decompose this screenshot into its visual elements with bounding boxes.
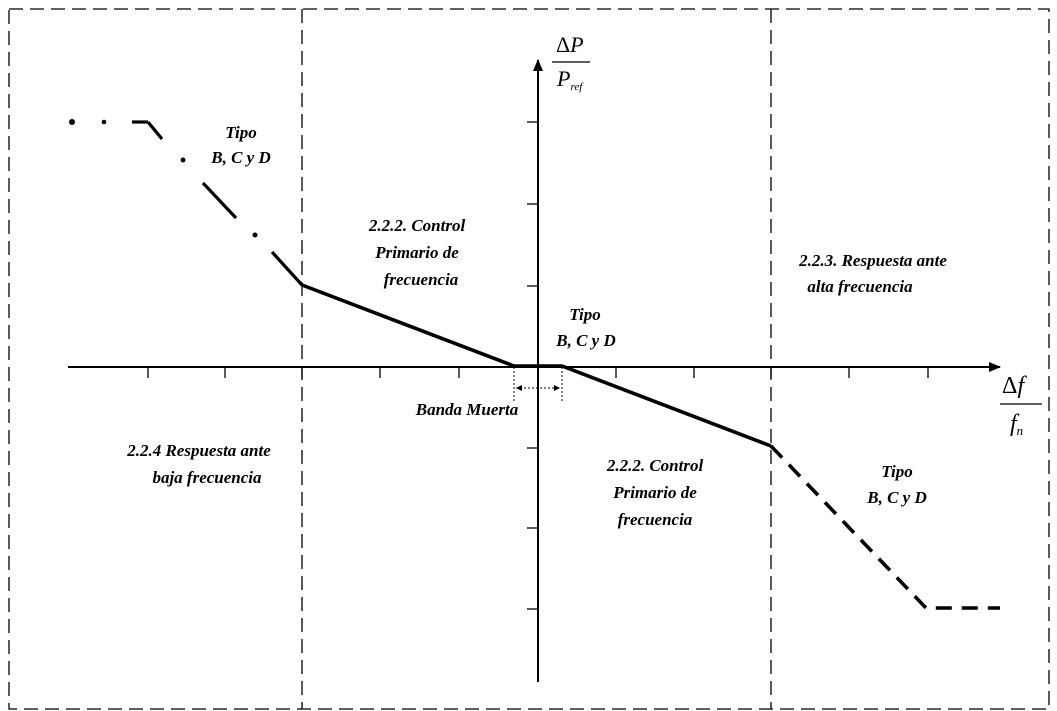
label-line: alta frecuencia: [807, 277, 913, 296]
label-line: Tipo: [881, 462, 912, 481]
y-numerator-delta: Δ: [556, 32, 570, 57]
label-line: B, C y D: [555, 331, 616, 350]
label-left-top-tipo: Tipo B, C y D: [210, 123, 271, 167]
y-numerator-var: P: [569, 32, 583, 57]
svg-text:Δf: Δf: [1002, 373, 1027, 399]
curve-dot: [252, 232, 258, 238]
response-curve-primary-control: [301, 283, 772, 448]
label-center-tipo: Tipo B, C y D: [555, 305, 616, 350]
curve-dash: [201, 181, 238, 220]
y-axis-label: ΔP Pref: [552, 32, 590, 93]
label-line: 2.2.2. Control: [606, 456, 704, 475]
y-denominator-sub: ref: [570, 81, 584, 93]
y-axis-ticks: [527, 121, 538, 610]
label-line: B, C y D: [866, 488, 927, 507]
label-control-lower: 2.2.2. Control Primario de frecuencia: [606, 456, 704, 529]
x-numerator-var: f: [1017, 373, 1027, 399]
x-numerator-delta: Δ: [1002, 373, 1017, 399]
y-denominator-var: P: [556, 66, 570, 91]
dead-band-indicator: [513, 367, 563, 402]
label-line: frecuencia: [618, 510, 693, 529]
label-line: 2.2.3. Respuesta ante: [798, 251, 947, 270]
response-curve-right-extension: [769, 444, 1000, 610]
label-low-frequency: 2.2.4 Respuesta ante baja frecuencia: [126, 441, 271, 487]
x-denominator-sub: n: [1017, 423, 1024, 438]
svg-text:Pref: Pref: [556, 66, 584, 93]
x-axis-label: Δf fn: [1000, 373, 1042, 438]
response-curve-left-extension: [69, 119, 304, 287]
curve-dot: [69, 119, 75, 125]
label-line: 2.2.2. Control: [368, 216, 466, 235]
label-line: Tipo: [569, 305, 600, 324]
x-axis-ticks: [147, 367, 929, 378]
label-line: B, C y D: [210, 148, 271, 167]
outer-border: [8, 8, 1050, 710]
curve-dash: [270, 250, 304, 287]
label-line: frecuencia: [384, 270, 459, 289]
label-line: Primario de: [374, 243, 459, 262]
label-line: Primario de: [612, 483, 697, 502]
label-line: baja frecuencia: [152, 468, 262, 487]
curve-dot: [101, 119, 107, 125]
svg-text:fn: fn: [1010, 411, 1023, 438]
label-right-bottom-tipo: Tipo B, C y D: [866, 462, 927, 507]
curve-dot: [180, 157, 186, 163]
curve-dash: [146, 120, 164, 141]
label-line: 2.2.4 Respuesta ante: [126, 441, 271, 460]
x-denominator-var: f: [1010, 411, 1020, 437]
label-dead-band: Banda Muerta: [415, 400, 519, 419]
label-line: Tipo: [225, 123, 256, 142]
svg-text:ΔP: ΔP: [556, 32, 584, 57]
label-control-upper: 2.2.2. Control Primario de frecuencia: [368, 216, 466, 289]
label-high-frequency: 2.2.3. Respuesta ante alta frecuencia: [798, 251, 947, 296]
